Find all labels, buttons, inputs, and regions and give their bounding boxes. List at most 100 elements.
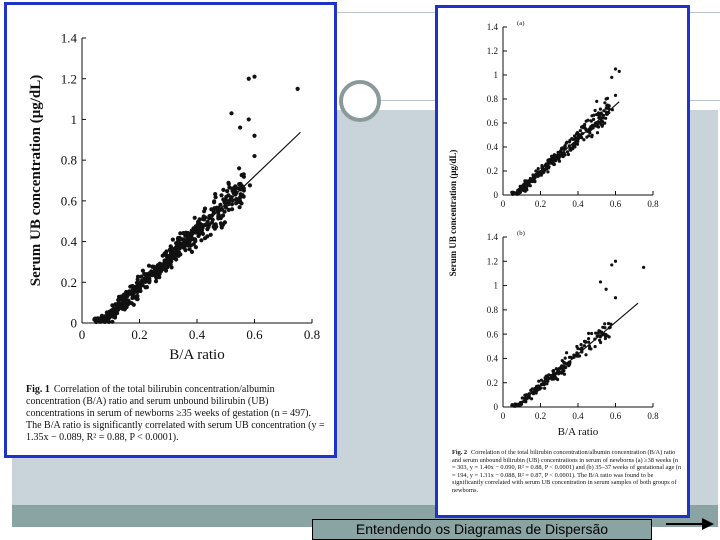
fig1-data-point: [104, 310, 109, 315]
fig1-data-point: [208, 232, 213, 237]
fig2a-data-point: [541, 171, 545, 175]
fig1-data-point: [162, 259, 167, 264]
right-arrow-icon[interactable]: [664, 514, 716, 534]
fig2b-y-tick-label: 1.2: [487, 256, 498, 266]
fig2a-data-point: [610, 75, 614, 79]
fig2a-data-point: [604, 97, 608, 101]
fig2b-x-tick-label: 0.4: [572, 411, 584, 421]
fig2a-points: [510, 67, 621, 196]
fig2b-data-point: [602, 332, 606, 336]
fig2b-y-tick-label: 1: [494, 281, 499, 291]
fig1-data-point: [246, 76, 251, 81]
fig2b-data-point: [512, 404, 516, 408]
fig2a-data-point: [560, 154, 564, 158]
fig2a-y-tick-label: 0.8: [487, 94, 499, 104]
fig1-data-point: [247, 183, 252, 188]
fig2a-data-point: [564, 141, 568, 145]
fig1-data-point: [213, 222, 218, 227]
fig2a-data-point: [595, 112, 599, 117]
fig2a-data-point: [576, 139, 580, 143]
fig2a-data-point: [603, 121, 607, 125]
fig1-data-point: [192, 215, 197, 220]
fig2a-data-point: [595, 124, 599, 128]
fig1-data-point: [197, 232, 202, 237]
fig2a-data-point: [521, 183, 525, 187]
fig2b-data-point: [599, 340, 603, 345]
fig2a-data-point: [563, 145, 567, 149]
fig2a-data-point: [595, 131, 600, 135]
fig1-points: [92, 74, 300, 325]
fig2a-data-point: [567, 140, 572, 144]
fig1-data-point: [193, 224, 198, 229]
fig1-data-point: [125, 298, 130, 303]
fig2a-data-point: [538, 173, 542, 177]
fig2a-y-tick-label: 1.2: [487, 46, 498, 56]
fig2a-data-point: [582, 138, 586, 142]
fig2a-data-point: [557, 159, 562, 163]
fig2a-data-point: [573, 145, 577, 149]
fig1-data-point: [131, 302, 136, 307]
fig1-data-point: [207, 222, 212, 227]
fig2b-data-point: [610, 263, 614, 267]
fig1-data-point: [199, 238, 204, 243]
fig2b-data-point: [584, 353, 588, 357]
fig1-regression-line: [100, 131, 301, 324]
fig2b-data-point: [603, 336, 607, 341]
fig2b-y-tick-label: 0.2: [487, 378, 498, 388]
fig2a-data-point: [536, 167, 540, 171]
fig2b-y-tick-label: 1.4: [487, 232, 499, 242]
fig1-y-tick-label: 0.4: [61, 234, 78, 249]
fig2b-data-point: [613, 259, 618, 263]
fig2a-data-point: [580, 136, 584, 140]
fig1-data-point: [176, 235, 181, 241]
fig2b-data-point: [565, 351, 569, 355]
fig1-data-point: [119, 295, 124, 300]
fig2a-x-tick-label: 0.8: [647, 199, 659, 209]
fig2b-data-point: [603, 322, 607, 326]
fig1-x-tick-label: 0.4: [189, 327, 206, 342]
fig2b-data-point: [552, 377, 556, 381]
fig1-data-point: [220, 213, 225, 218]
fig1-data-point: [238, 125, 243, 130]
fig2b-data-point: [556, 377, 560, 382]
fig2b-data-point: [539, 378, 543, 382]
fig1-data-point: [157, 275, 162, 280]
fig1-data-point: [213, 192, 218, 197]
fig2b-panel-label: (b): [517, 230, 525, 237]
fig1-data-point: [113, 302, 118, 307]
decorative-circle-icon: [339, 80, 381, 122]
fig1-data-point: [210, 217, 215, 222]
fig2a-y-tick-label: 0.2: [487, 166, 498, 176]
fig2a-data-point: [617, 69, 621, 73]
fig1-data-point: [229, 111, 234, 116]
fig1-data-point: [226, 207, 231, 212]
fig2a-data-point: [595, 99, 599, 103]
fig1-data-point: [186, 231, 191, 236]
fig1-data-point: [246, 117, 251, 122]
fig1-data-point: [202, 236, 208, 241]
fig2a-x-tick-label: 0.6: [610, 199, 622, 209]
fig1-data-point: [178, 231, 183, 236]
fig2a-data-point: [521, 188, 526, 193]
fig2a-data-point: [546, 170, 550, 174]
fig1-data-point: [218, 221, 223, 226]
fig2b-data-point: [642, 265, 646, 269]
fig2a-data-point: [528, 184, 532, 188]
fig2a-y-tick-label: 0.4: [487, 142, 499, 152]
fig1-data-point: [189, 249, 195, 254]
fig2a-data-point: [613, 67, 618, 71]
fig2a-data-point: [578, 129, 582, 133]
fig2a-data-point: [556, 150, 560, 154]
fig2b-data-point: [558, 371, 562, 375]
fig2b-data-point: [534, 391, 538, 395]
fig1-data-point: [230, 207, 235, 212]
fig2a-data-point: [566, 152, 571, 157]
fig2b-data-point: [561, 369, 565, 373]
fig2a-x-tick-label: 0.4: [572, 199, 584, 209]
fig2a-data-point: [565, 150, 570, 154]
fig1-x-tick-label: 0: [79, 327, 86, 342]
fig1-data-point: [181, 245, 186, 250]
fig1-x-axis-label: B/A ratio: [169, 347, 224, 363]
fig2a-data-point: [613, 93, 618, 97]
fig2b-chart: 0 0.2 0.4 0.6 0.8 1 1.2 1.4 0 0.2 0.4 0.6 0.8 B/A rat…: [487, 230, 659, 438]
